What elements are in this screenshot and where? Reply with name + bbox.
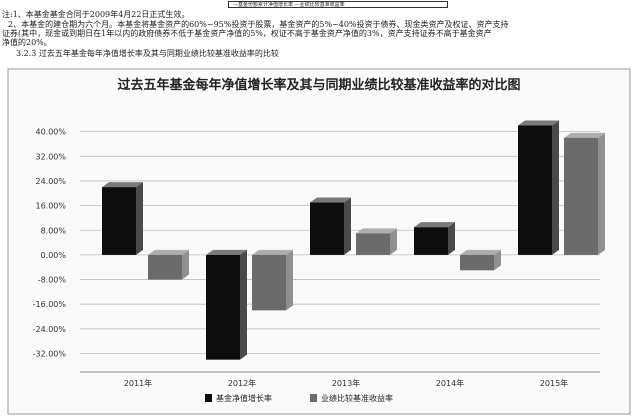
x-tick-label: 2013年 [332,378,360,388]
fund-bar [310,202,344,255]
note-line-3: 证券(其中，现金或到期日在1年以内的政府债券不低于基金资产净值的5%，权证不高于… [2,29,492,38]
fund-bar [102,187,136,255]
bar-top-face [356,228,397,234]
benchmark-bar [356,233,390,255]
bar-top-face [518,120,559,126]
benchmark-bar [460,254,494,271]
y-tick-label: -8.00% [38,276,67,285]
bar-top-face [102,182,143,188]
bar-side-face [552,120,559,255]
y-tick-label: -32.00% [33,350,67,359]
note-line-4: 净值的20%。 [2,38,52,47]
bar-side-face [598,132,605,255]
bar-side-face [182,249,189,280]
x-tick-label: 2011年 [124,378,152,388]
bar-top-face [148,249,189,255]
benchmark-bar [564,137,598,255]
bar-top-face [460,249,501,255]
y-tick-label: 40.00% [35,128,66,137]
legend-label: 业绩比较基准收益率 [321,393,393,403]
y-tick-label: -16.00% [33,300,67,309]
bar-side-face [136,182,143,255]
bar-side-face [448,222,455,255]
y-tick-label: 0.00% [41,251,67,260]
legend-swatch [205,394,212,402]
y-tick-label: -24.00% [33,325,67,334]
fund-bar [206,254,240,360]
bar-side-face [286,249,293,311]
top-legend-text: —基金份额累计净值增长率 —业绩比较基准收益率 [233,2,345,8]
fund-bar [518,125,552,255]
note-line-1: 注:1、本基金基金合同于2009年4月22日正式生效。 [2,10,190,19]
chart-title: 过去五年基金每年净值增长率及其与同期业绩比较基准收益率的对比图 [117,77,520,93]
bar-chart: 过去五年基金每年净值增长率及其与同期业绩比较基准收益率的对比图 -32.00% -2… [7,68,631,415]
bar-side-face [344,197,351,255]
note-line-2: 2、本基金的建仓期为六个月。本基金将基金资产的60%~95%投资于股票，基金资产… [8,20,509,29]
y-tick-label: 8.00% [41,226,67,235]
benchmark-bar [148,254,182,280]
legend-label: 基金净值增长率 [216,393,272,403]
x-tick-label: 2014年 [436,378,464,388]
y-tick-label: 24.00% [35,177,66,186]
benchmark-bar [252,254,286,311]
top-legend-strip: —基金份额累计净值增长率 —业绩比较基准收益率 [228,1,448,8]
legend-swatch [310,394,317,402]
bar-side-face [390,228,397,255]
bar-side-face [240,249,247,360]
bar-top-face [252,249,293,255]
bar-top-face [206,249,247,255]
bar-top-face [414,222,455,228]
section-title: 3.2.3 过去五年基金每年净值增长率及其与同期业绩比较基准收益率的比较 [16,49,279,58]
fund-bar [414,227,448,255]
y-tick-label: 16.00% [35,202,66,211]
x-tick-label: 2015年 [540,378,568,388]
bar-side-face [494,249,501,271]
bar-top-face [310,197,351,203]
x-tick-label: 2012年 [228,378,256,388]
bar-top-face [564,132,605,138]
y-tick-label: 32.00% [35,152,66,161]
